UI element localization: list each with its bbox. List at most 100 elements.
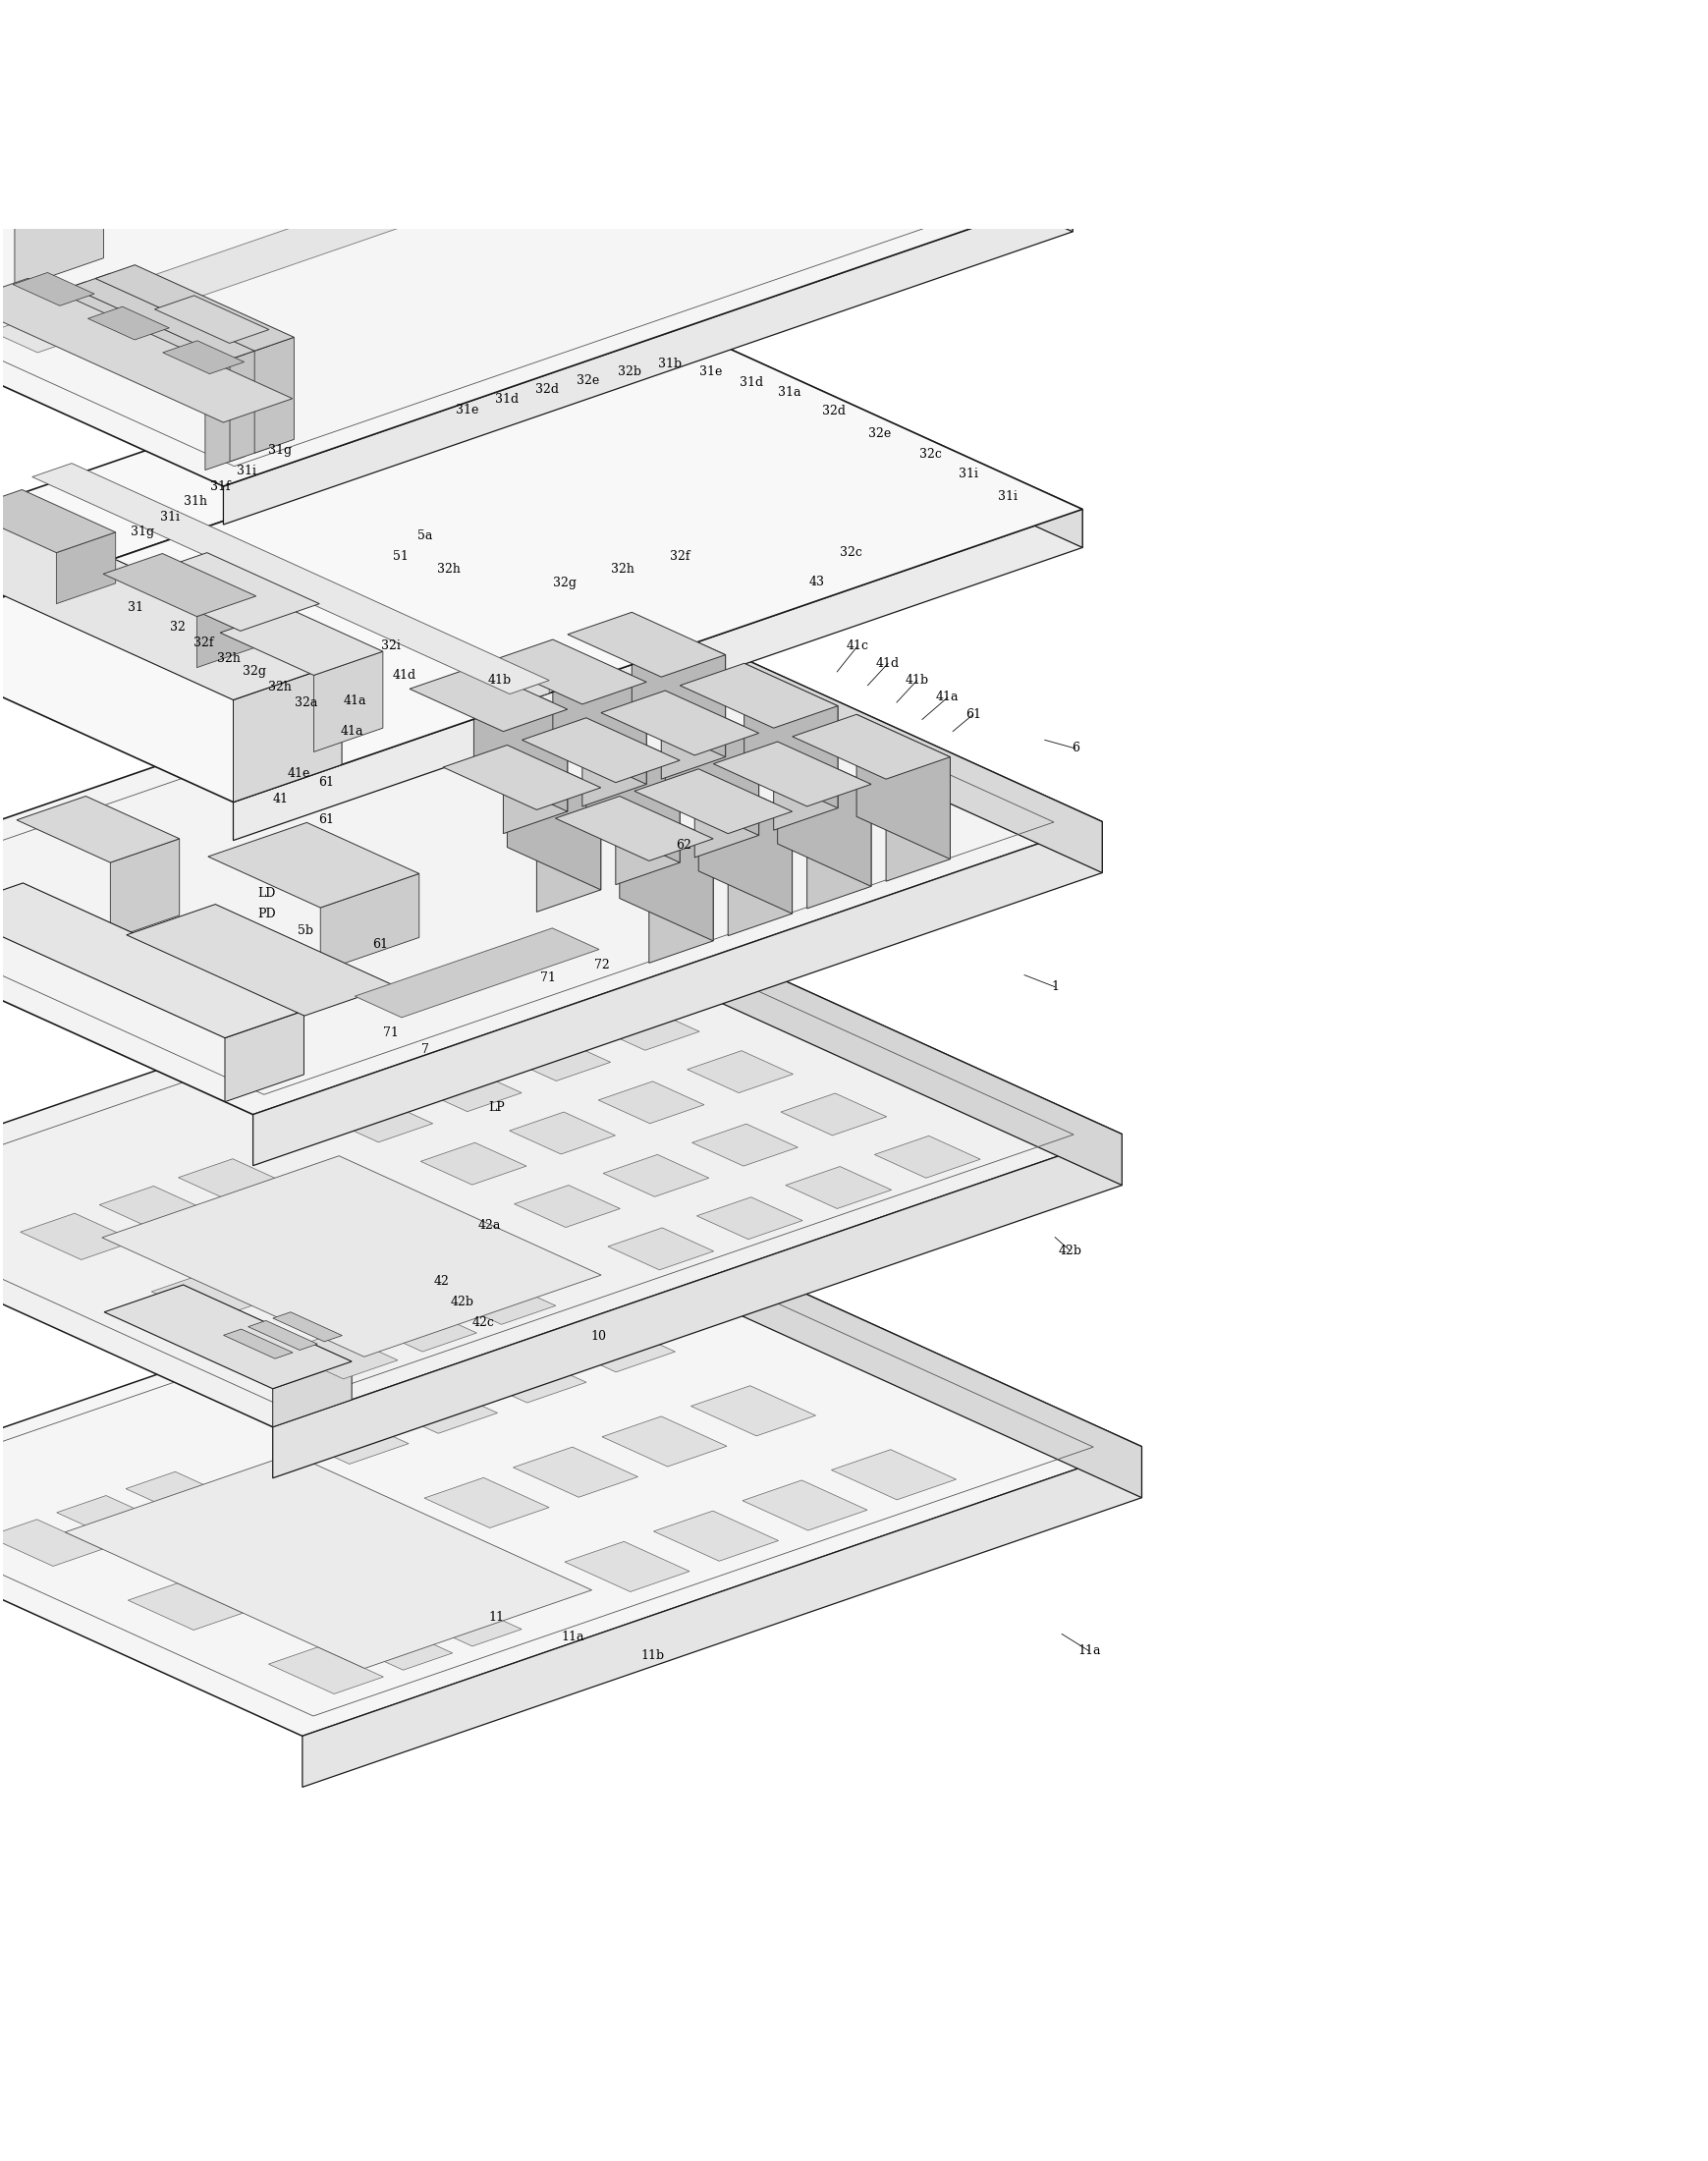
Polygon shape <box>0 58 828 352</box>
Polygon shape <box>620 795 714 940</box>
Polygon shape <box>70 274 270 359</box>
Polygon shape <box>0 26 5 108</box>
Polygon shape <box>234 510 1083 841</box>
Polygon shape <box>461 1353 586 1402</box>
Polygon shape <box>699 769 793 914</box>
Text: 31g: 31g <box>268 445 292 456</box>
Text: 5b: 5b <box>297 925 314 938</box>
Text: 41d: 41d <box>876 657 900 670</box>
Polygon shape <box>856 715 950 860</box>
Polygon shape <box>632 612 726 756</box>
Polygon shape <box>128 1584 243 1629</box>
Polygon shape <box>509 681 550 707</box>
Polygon shape <box>601 1415 728 1467</box>
Polygon shape <box>336 112 663 244</box>
Polygon shape <box>20 1212 135 1260</box>
Polygon shape <box>321 873 418 972</box>
Polygon shape <box>102 553 256 616</box>
Polygon shape <box>777 741 871 886</box>
Polygon shape <box>415 1070 521 1111</box>
Polygon shape <box>601 692 758 756</box>
Polygon shape <box>473 668 567 813</box>
Text: 31i: 31i <box>997 491 1016 504</box>
Polygon shape <box>87 307 169 339</box>
Polygon shape <box>284 1413 408 1463</box>
Polygon shape <box>512 1448 639 1498</box>
Polygon shape <box>806 784 871 908</box>
Text: 11b: 11b <box>640 1649 664 1662</box>
Polygon shape <box>314 650 383 752</box>
Text: 32c: 32c <box>839 547 863 560</box>
Text: 31i: 31i <box>958 469 979 480</box>
Polygon shape <box>714 741 871 806</box>
Polygon shape <box>695 733 758 858</box>
Text: 61: 61 <box>372 938 388 951</box>
Polygon shape <box>832 1450 956 1500</box>
Polygon shape <box>424 1478 548 1528</box>
Polygon shape <box>302 1446 1141 1787</box>
Text: 32: 32 <box>171 620 186 633</box>
Text: 41b: 41b <box>488 674 512 687</box>
Polygon shape <box>0 0 640 268</box>
Text: 1: 1 <box>1050 981 1059 994</box>
Polygon shape <box>102 1156 601 1357</box>
Polygon shape <box>603 1154 709 1197</box>
Polygon shape <box>507 746 601 890</box>
Polygon shape <box>661 655 726 780</box>
Polygon shape <box>567 612 726 676</box>
Text: FIG. 2: FIG. 2 <box>816 266 892 290</box>
Polygon shape <box>225 1011 304 1102</box>
Polygon shape <box>654 1511 779 1560</box>
Polygon shape <box>627 132 818 212</box>
Text: 7: 7 <box>422 1044 429 1057</box>
Text: 41c: 41c <box>845 640 869 653</box>
Polygon shape <box>205 354 244 471</box>
Polygon shape <box>338 1623 453 1670</box>
Polygon shape <box>793 715 950 780</box>
Text: 32h: 32h <box>268 681 292 694</box>
Text: 41b: 41b <box>905 674 929 687</box>
Polygon shape <box>56 532 116 603</box>
Polygon shape <box>0 1212 1141 1735</box>
Polygon shape <box>326 1100 432 1143</box>
Text: 42: 42 <box>434 1275 449 1288</box>
Polygon shape <box>111 838 179 940</box>
Text: LD: LD <box>258 886 275 899</box>
Text: 31b: 31b <box>658 357 681 370</box>
Polygon shape <box>586 717 680 862</box>
Text: 32d: 32d <box>536 382 559 395</box>
Text: 31d: 31d <box>495 393 519 406</box>
Polygon shape <box>126 903 393 1016</box>
Text: 71: 71 <box>383 1026 398 1039</box>
Text: LP: LP <box>488 1102 504 1115</box>
Polygon shape <box>615 761 680 884</box>
Polygon shape <box>634 769 793 834</box>
Text: 32h: 32h <box>217 653 241 666</box>
Text: 10: 10 <box>591 1329 606 1342</box>
Polygon shape <box>506 1039 610 1080</box>
Polygon shape <box>488 640 646 704</box>
Polygon shape <box>576 0 1073 231</box>
Text: 32a: 32a <box>294 696 318 709</box>
Text: 72: 72 <box>594 957 610 970</box>
Polygon shape <box>99 1186 215 1232</box>
Text: 43: 43 <box>808 575 825 588</box>
Polygon shape <box>594 1009 699 1050</box>
Polygon shape <box>196 596 256 668</box>
Text: 31a: 31a <box>777 387 801 400</box>
Polygon shape <box>514 1184 620 1227</box>
Polygon shape <box>553 640 646 784</box>
Text: 42b: 42b <box>1059 1245 1081 1258</box>
Polygon shape <box>126 1472 241 1519</box>
Text: 6: 6 <box>1071 741 1079 754</box>
Polygon shape <box>46 281 244 367</box>
Text: PD: PD <box>258 908 275 921</box>
Polygon shape <box>231 346 270 462</box>
Polygon shape <box>14 272 94 305</box>
Polygon shape <box>582 683 646 806</box>
Text: 32h: 32h <box>611 564 634 577</box>
Polygon shape <box>886 756 950 882</box>
Polygon shape <box>774 707 839 830</box>
Polygon shape <box>253 821 1102 1165</box>
Polygon shape <box>442 746 601 810</box>
